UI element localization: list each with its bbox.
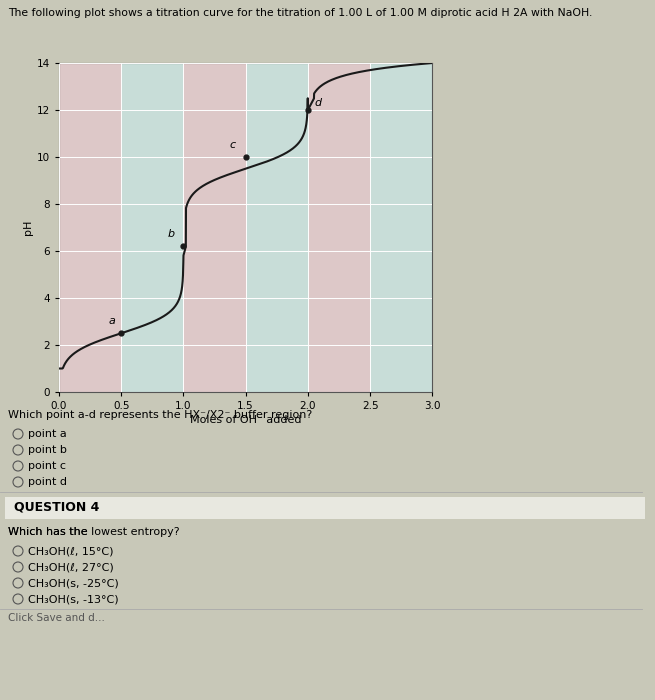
Text: QUESTION 4: QUESTION 4 [14,501,100,514]
Text: CH₃OH(s, -13°C): CH₃OH(s, -13°C) [28,594,119,604]
Text: The following plot shows a titration curve for the titration of 1.00 L of 1.00 M: The following plot shows a titration cur… [8,8,592,18]
Bar [370,63,432,392]
Text: Which has the: Which has the [8,527,91,537]
Text: point b: point b [28,445,67,455]
Text: CH₃OH(ℓ, 27°C): CH₃OH(ℓ, 27°C) [28,562,114,572]
Text: b: b [167,229,174,239]
Text: Click Save and d...: Click Save and d... [8,613,105,623]
Bar [121,63,183,392]
Bar [246,63,308,392]
Text: CH₃OH(ℓ, 15°C): CH₃OH(ℓ, 15°C) [28,546,113,556]
Text: Which point a-d represents the HX⁻/X2⁻ buffer region?: Which point a-d represents the HX⁻/X2⁻ b… [8,410,312,420]
Text: c: c [229,139,236,150]
X-axis label: Moles of OH⁻ added: Moles of OH⁻ added [190,415,301,425]
Text: CH₃OH(s, -25°C): CH₃OH(s, -25°C) [28,578,119,588]
FancyBboxPatch shape [5,497,645,519]
Bar [183,63,246,392]
Text: point c: point c [28,461,66,471]
Text: point a: point a [28,429,67,439]
Bar [308,63,370,392]
Text: a: a [109,316,115,326]
Text: d: d [314,99,321,108]
Bar [59,63,121,392]
Text: point d: point d [28,477,67,487]
Text: Which has the lowest entropy?: Which has the lowest entropy? [8,527,179,537]
Y-axis label: pH: pH [22,220,33,235]
